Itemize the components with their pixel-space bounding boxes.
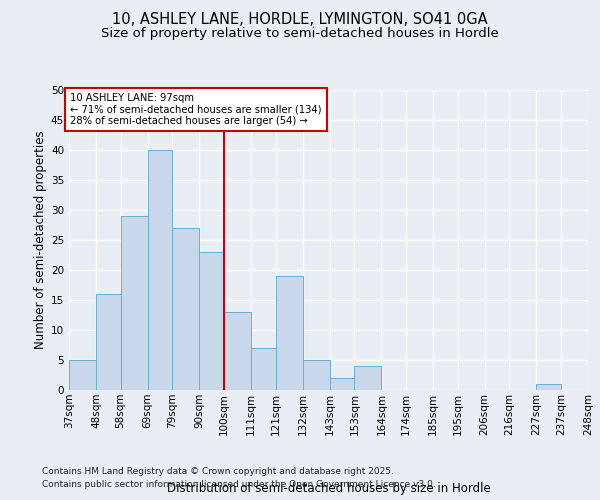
Bar [355,366,382,390]
Text: 10 ASHLEY LANE: 97sqm
← 71% of semi-detached houses are smaller (134)
28% of sem: 10 ASHLEY LANE: 97sqm ← 71% of semi-deta… [70,93,322,126]
Bar [172,228,199,390]
Bar [536,384,561,390]
Bar [148,150,172,390]
Bar [302,360,330,390]
Bar [69,360,96,390]
Bar [96,294,121,390]
X-axis label: Distribution of semi-detached houses by size in Hordle: Distribution of semi-detached houses by … [167,482,490,495]
Bar [251,348,275,390]
Text: Contains public sector information licensed under the Open Government Licence v3: Contains public sector information licen… [42,480,436,489]
Y-axis label: Number of semi-detached properties: Number of semi-detached properties [34,130,47,350]
Bar [199,252,224,390]
Bar [224,312,251,390]
Bar [275,276,302,390]
Text: 10, ASHLEY LANE, HORDLE, LYMINGTON, SO41 0GA: 10, ASHLEY LANE, HORDLE, LYMINGTON, SO41… [112,12,488,28]
Bar [330,378,355,390]
Bar [121,216,148,390]
Text: Size of property relative to semi-detached houses in Hordle: Size of property relative to semi-detach… [101,28,499,40]
Text: Contains HM Land Registry data © Crown copyright and database right 2025.: Contains HM Land Registry data © Crown c… [42,467,394,476]
